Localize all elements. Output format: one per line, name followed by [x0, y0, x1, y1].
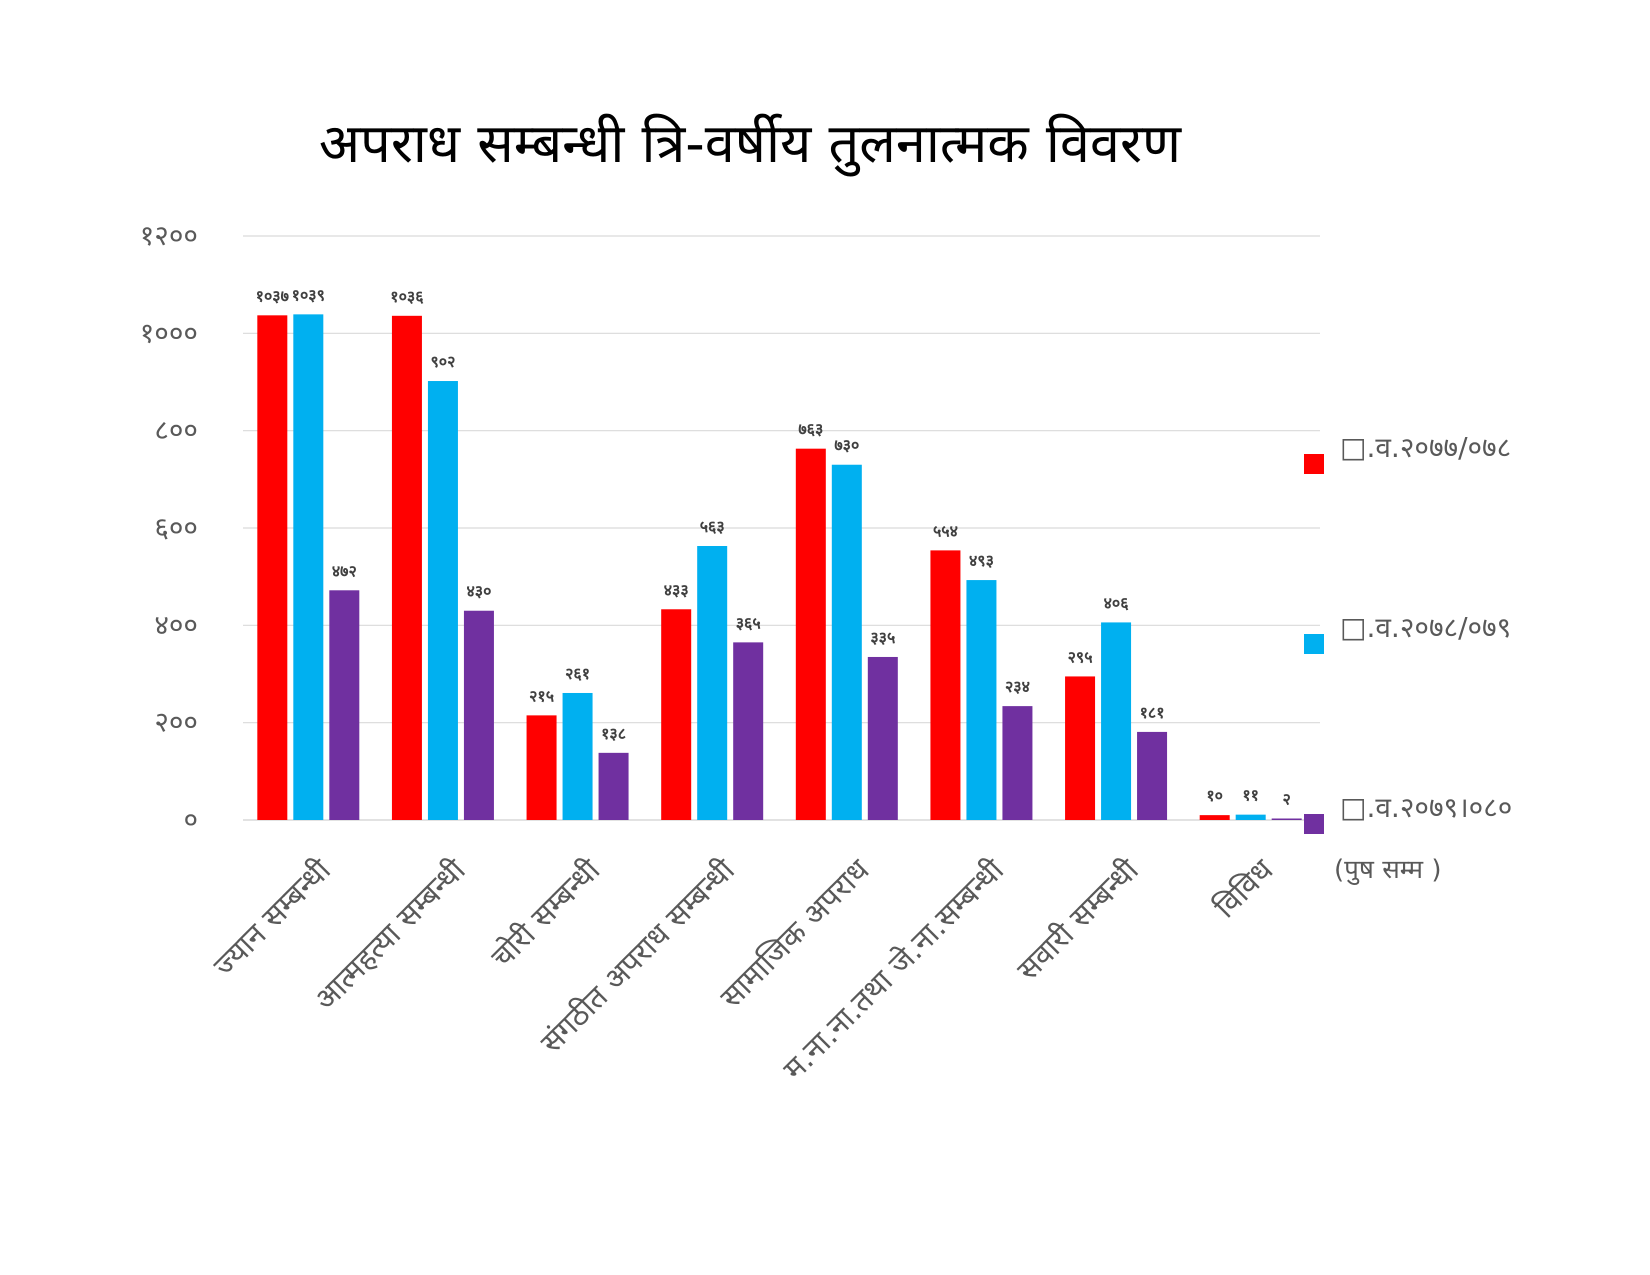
data-label: २३४	[1005, 677, 1030, 696]
legend-label: □.व.२०७८/०७९	[1340, 611, 1511, 644]
bar	[1101, 622, 1132, 820]
bar	[1271, 818, 1302, 820]
data-label: २	[1283, 790, 1291, 809]
data-label: १३८	[601, 724, 626, 743]
x-tick-label: सवारी सम्बन्धी	[1011, 852, 1147, 988]
legend-note: (पुष सम्म )	[1334, 855, 1442, 885]
data-label: ४३३	[664, 580, 689, 599]
data-label: ११	[1242, 786, 1259, 805]
bar	[293, 314, 324, 820]
bar	[598, 752, 629, 820]
bar	[867, 656, 898, 820]
x-tick-label: म.ना.ना.तथा जे.ना.सम्बन्धी	[777, 852, 1012, 1087]
y-tick-label: ४००	[154, 608, 198, 641]
bars	[257, 314, 1302, 820]
x-tick-label: चोरी सम्बन्धी	[485, 852, 608, 975]
legend-swatch	[1304, 814, 1324, 834]
data-label: ५५४	[933, 521, 958, 540]
legend-label: □.व.२०७९।०८०	[1340, 791, 1512, 824]
y-axis-tick-labels: ० २०० ४०० ६०० ८०० १००० १२००	[140, 219, 198, 836]
bar	[329, 590, 360, 820]
data-label: १०३६	[390, 287, 424, 306]
bar	[391, 315, 422, 820]
data-label: २६१	[565, 664, 590, 683]
data-label: ४०६	[1104, 593, 1130, 612]
data-label: ३३५	[870, 628, 895, 647]
bar	[1065, 676, 1096, 820]
data-label: ५६३	[700, 517, 725, 536]
data-label: २९५	[1068, 647, 1093, 666]
data-label: १८१	[1140, 703, 1165, 722]
bar	[831, 464, 862, 820]
data-label: ९०२	[430, 352, 455, 371]
bar	[661, 609, 692, 820]
bar	[930, 550, 961, 820]
y-tick-label: ८००	[154, 414, 198, 447]
data-label: ४९३	[969, 551, 994, 570]
chart-title: अपराध सम्बन्धी त्रि-वर्षीय तुलनात्मक विव…	[319, 112, 1182, 177]
bar	[966, 580, 997, 820]
y-tick-label: ०	[183, 803, 198, 836]
y-tick-label: १०००	[140, 316, 198, 349]
data-label: ७३०	[834, 436, 859, 455]
bar	[562, 692, 593, 820]
data-label: १०३९	[292, 285, 325, 304]
bar	[697, 546, 728, 820]
data-labels: १०३७ १०३९ ४७२ १०३६ ९०२ ४३० २१५ २६१ १३८ ४३३ ५६३ ३६५ ७…	[256, 285, 1291, 808]
y-tick-label: १२००	[140, 219, 198, 252]
bar	[795, 448, 826, 820]
bar	[427, 381, 458, 820]
bar	[257, 315, 288, 820]
data-label: ४७२	[332, 561, 357, 580]
data-label: ४३०	[466, 582, 491, 601]
data-label: १०३७	[256, 286, 289, 305]
x-axis-tick-labels: ज्यान सम्बन्धीआत्महत्या सम्बन्धी चोरी सम्…	[207, 852, 1281, 1087]
bar	[1137, 731, 1168, 820]
bar	[733, 642, 764, 820]
y-tick-label: ६००	[154, 511, 198, 544]
bar	[1199, 815, 1230, 820]
data-label: १०	[1206, 786, 1223, 805]
x-tick-label: ज्यान सम्बन्धी	[207, 852, 339, 984]
y-tick-label: २००	[154, 706, 198, 739]
data-label: २१५	[529, 686, 554, 705]
bar	[463, 610, 494, 820]
data-label: ३६५	[736, 613, 761, 632]
bar	[1002, 706, 1033, 820]
legend-swatch	[1304, 454, 1324, 474]
legend-swatch	[1304, 634, 1324, 654]
x-tick-label: विविध	[1208, 853, 1281, 926]
legend-label: □.व.२०७७/०७८	[1340, 431, 1511, 464]
data-label: ७६३	[798, 420, 823, 439]
legend: □.व.२०७७/०७८ □.व.२०७८/०७९ □.व.२०७९।०८० (पुष…	[1304, 431, 1512, 885]
bar	[526, 715, 557, 820]
bar	[1235, 814, 1266, 820]
